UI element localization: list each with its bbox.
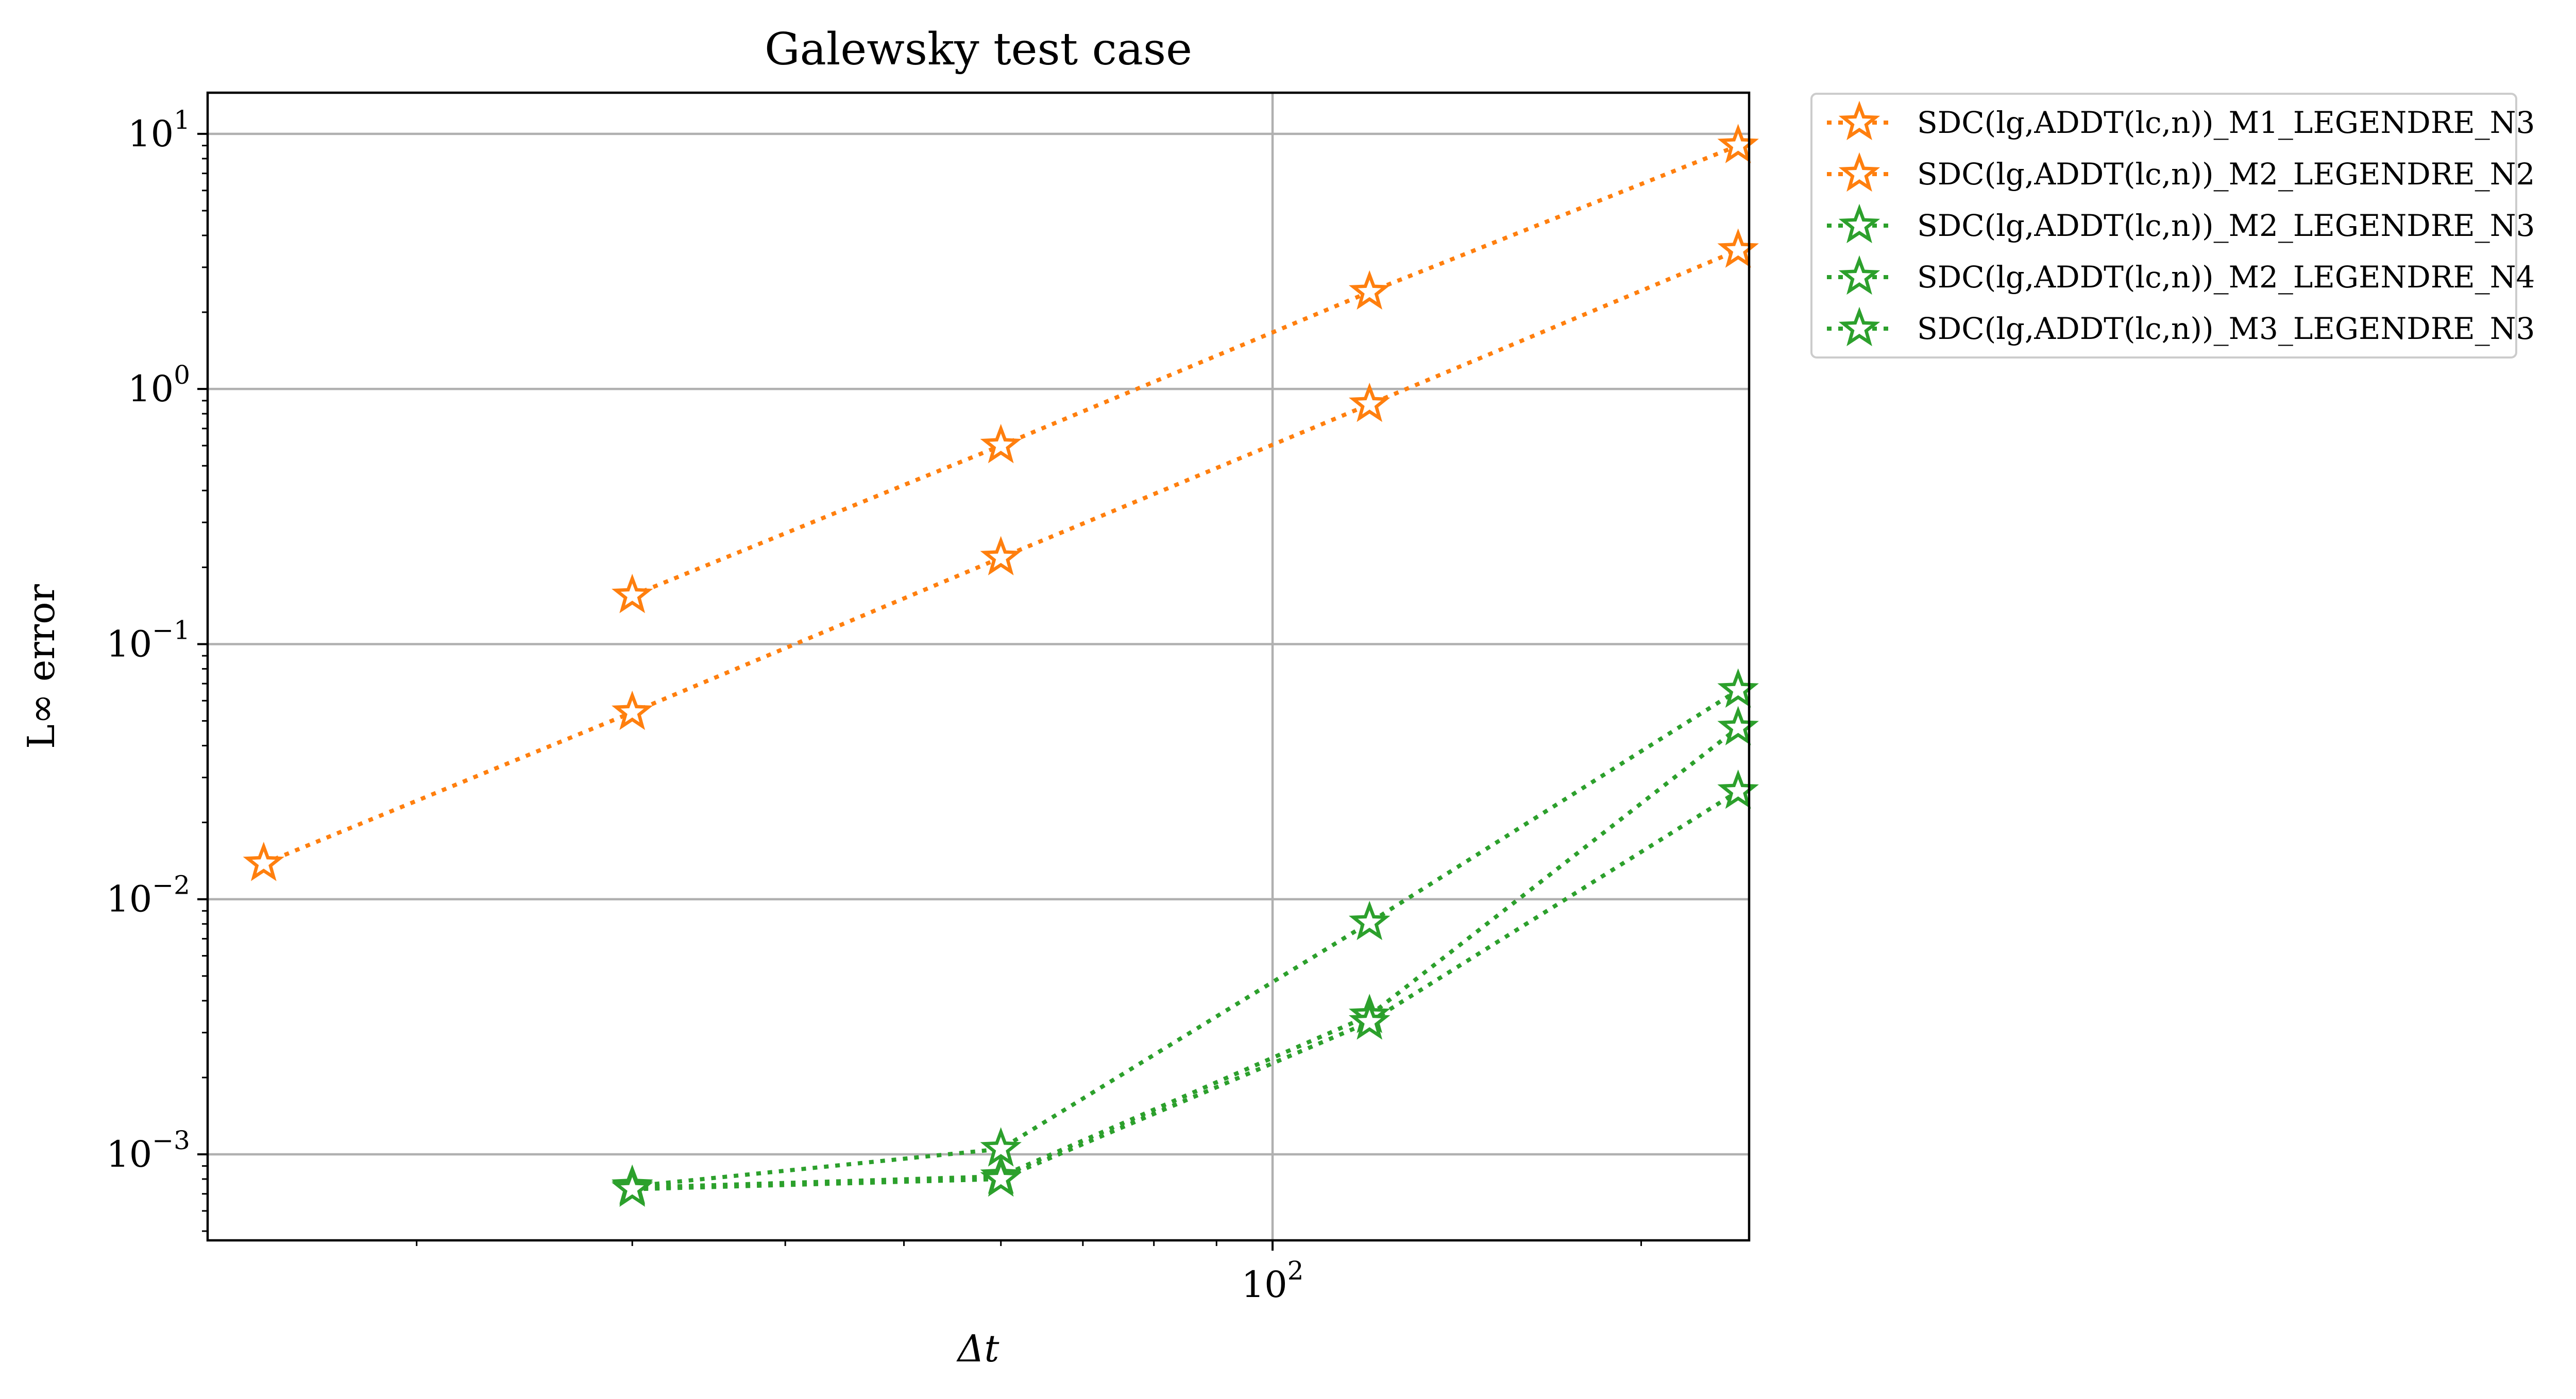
data-point [243,842,284,881]
legend: SDC(lg,ADDT(lc,n))_M1_LEGENDRE_N3 SDC(lg,… [1810,93,2535,359]
x-axis-label: Δt [956,1327,1000,1370]
data-point [612,1167,653,1207]
legend-marker [1838,306,1880,347]
data-point [980,536,1022,576]
data-point [1348,270,1391,310]
legend-label: SDC(lg,ADDT(lc,n))_M2_LEGENDRE_N2 [1917,157,2535,192]
y-tick-label: 10−2 [106,871,190,920]
series-line [632,688,1739,1188]
data-point [1717,124,1759,163]
data-point [612,573,653,613]
data-point [1348,1000,1391,1040]
legend-item: SDC(lg,ADDT(lc,n))_M3_LEGENDRE_N3 [1827,306,2535,347]
data-point [1717,769,1759,809]
y-tick-label: 101 [128,105,190,155]
y-axis: 101 100 10−1 10−2 10−3 [106,105,208,1232]
series-5 [612,769,1759,1207]
data-point [1717,228,1759,268]
data-point [980,1127,1022,1167]
legend-marker [1838,255,1880,295]
legend-label: SDC(lg,ADDT(lc,n))_M2_LEGENDRE_N4 [1917,260,2535,295]
series-1 [612,124,1759,613]
legend-label: SDC(lg,ADDT(lc,n))_M1_LEGENDRE_N3 [1917,105,2535,140]
data-point [1717,668,1759,708]
plot-frame [206,91,1751,1242]
y-tick-label: 10−1 [106,615,190,665]
data-point [1348,900,1391,941]
legend-marker [1838,203,1880,244]
data-point [1348,382,1391,422]
series-line [632,789,1739,1191]
data-series [243,124,1759,1207]
x-tick-label: 102 [1242,1256,1304,1306]
legend-item: SDC(lg,ADDT(lc,n))_M1_LEGENDRE_N3 [1827,100,2535,141]
grid-lines [208,93,1749,1240]
legend-item: SDC(lg,ADDT(lc,n))_M2_LEGENDRE_N4 [1827,255,2535,295]
legend-label: SDC(lg,ADDT(lc,n))_M3_LEGENDRE_N3 [1917,311,2535,346]
data-point [1717,706,1759,745]
legend-marker [1838,152,1880,192]
legend-box [1810,93,2517,359]
legend-item: SDC(lg,ADDT(lc,n))_M2_LEGENDRE_N2 [1827,152,2535,192]
series-line [632,726,1740,1190]
legend-item: SDC(lg,ADDT(lc,n))_M2_LEGENDRE_N3 [1827,203,2535,244]
data-point [612,690,653,730]
y-tick-label: 100 [128,360,190,410]
y-axis-label: L∞ error [20,584,63,748]
y-tick-label: 10−3 [106,1125,190,1175]
series-2 [243,228,1759,881]
legend-label: SDC(lg,ADDT(lc,n))_M2_LEGENDRE_N3 [1917,208,2535,243]
chart-title: Galewsky test case [765,24,1192,75]
data-point [980,1157,1022,1197]
x-axis: 102 [416,1240,1642,1306]
data-point [980,423,1022,464]
series-line [263,248,1739,866]
legend-marker [1838,100,1880,141]
